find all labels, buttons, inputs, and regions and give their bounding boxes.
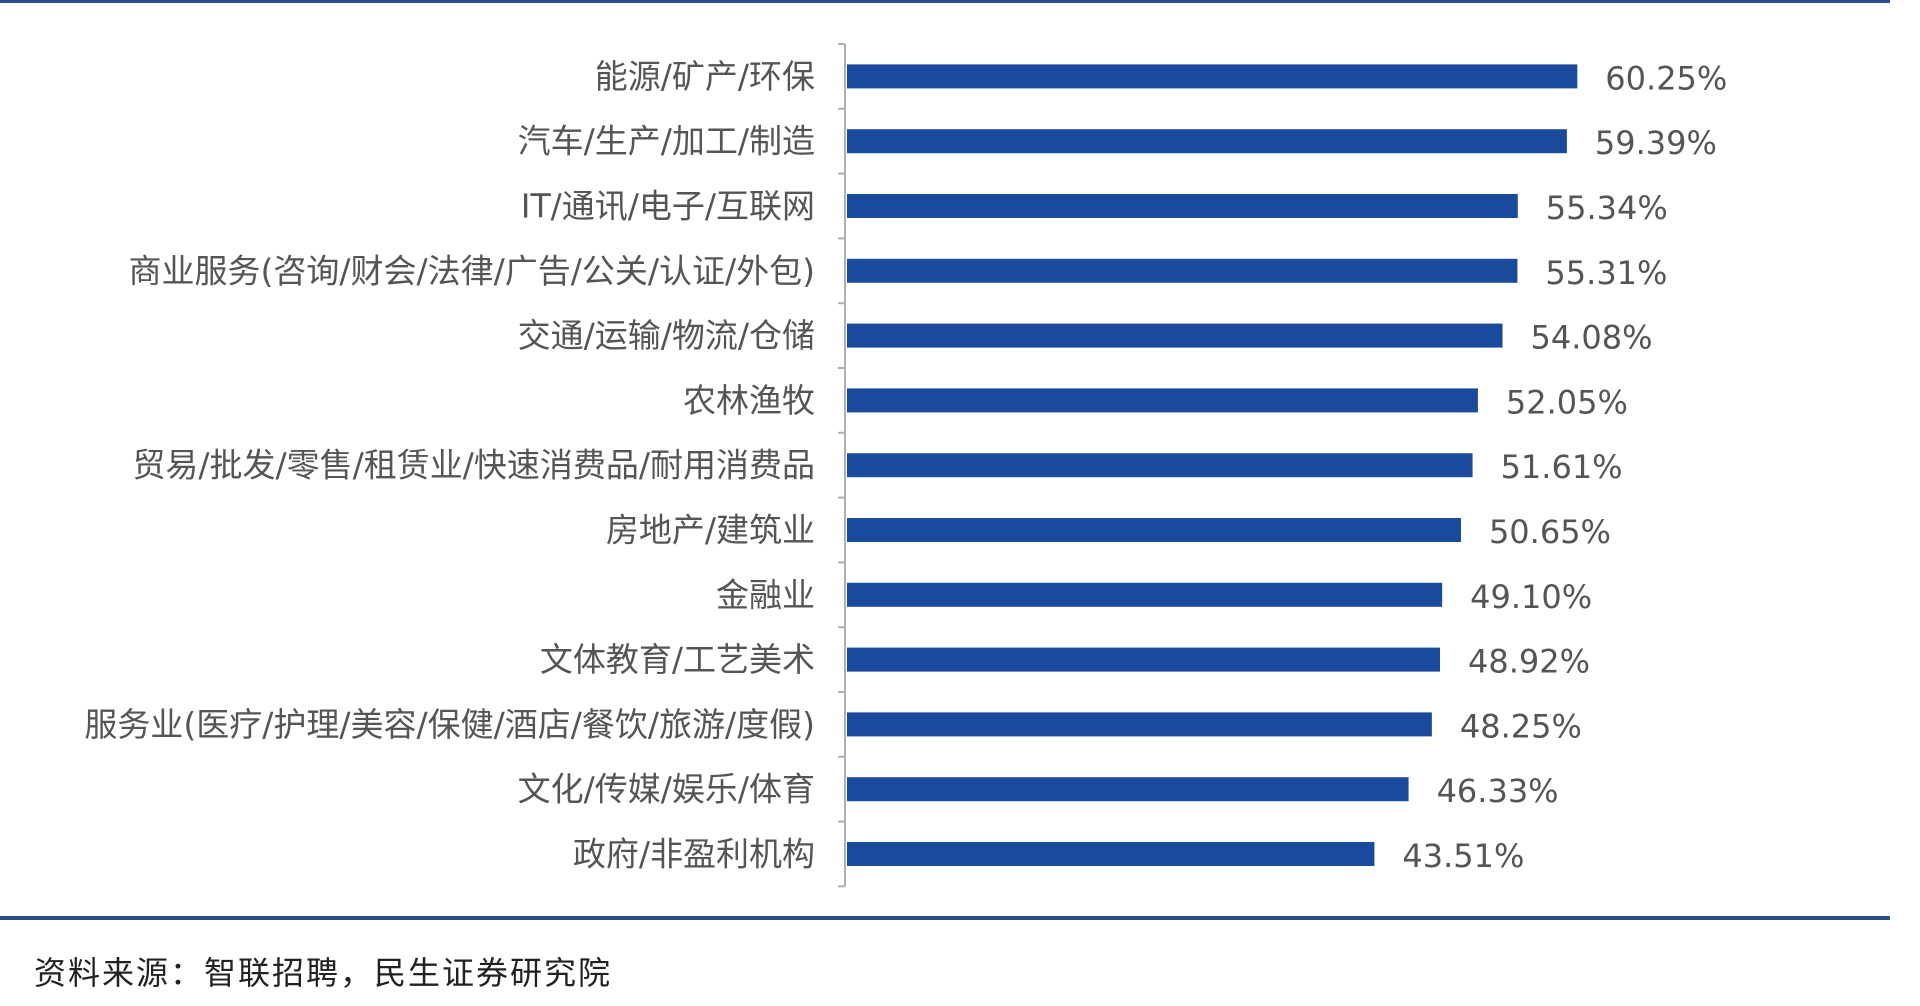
- bar: [847, 647, 1440, 672]
- data-label: 49.10%: [1470, 578, 1592, 616]
- category-label: 能源/矿产/环保: [595, 57, 815, 96]
- category-label: IT/通讯/电子/互联网: [521, 187, 815, 226]
- category-label: 农林渔牧: [683, 381, 815, 420]
- bar: [847, 712, 1432, 737]
- bar: [847, 518, 1461, 542]
- category-label: 商业服务(咨询/财会/法律/广告/公关/认证/外包): [129, 251, 815, 290]
- category-label: 政府/非盈利机构: [573, 835, 815, 874]
- data-label: 48.25%: [1460, 707, 1582, 745]
- source-note: 资料来源：智联招聘，民生证券研究院: [34, 954, 613, 992]
- data-label: 52.05%: [1506, 383, 1628, 421]
- axis-layer: [838, 43, 846, 888]
- bar: [847, 453, 1473, 478]
- category-label: 金融业: [716, 575, 815, 614]
- data-label: 55.34%: [1546, 189, 1668, 227]
- data-label: 48.92%: [1468, 643, 1590, 681]
- data-label: 46.33%: [1437, 772, 1559, 810]
- bar: [847, 64, 1578, 89]
- data-label: 60.25%: [1605, 59, 1727, 97]
- category-label: 交通/运输/物流/仓储: [518, 316, 815, 355]
- data-label: 55.31%: [1545, 254, 1667, 292]
- bar: [847, 258, 1518, 283]
- top-rule: [0, 0, 1890, 3]
- data-label: 54.08%: [1531, 319, 1653, 357]
- data-label: 50.65%: [1489, 513, 1611, 551]
- bar: [847, 582, 1443, 607]
- bars-layer: [847, 64, 1578, 866]
- bar: [847, 194, 1518, 218]
- category-label: 汽车/生产/加工/制造: [518, 122, 815, 161]
- value-labels: 60.25% 59.39% 55.34% 55.31% 54.08% 52.05% 51.6…: [1402, 59, 1727, 875]
- data-label: 51.61%: [1501, 448, 1623, 486]
- category-label: 文化/传媒/娱乐/体育: [518, 770, 815, 809]
- category-label: 贸易/批发/零售/租赁业/快速消费品/耐用消费品: [132, 446, 815, 485]
- data-label: 43.51%: [1402, 837, 1524, 875]
- bar: [847, 323, 1503, 348]
- bottom-rule: [0, 916, 1890, 920]
- bar: [847, 842, 1375, 866]
- category-label: 文体教育/工艺美术: [540, 640, 815, 679]
- category-label: 服务业(医疗/护理/美容/保健/酒店/餐饮/旅游/度假): [84, 705, 815, 744]
- bar: [847, 129, 1567, 154]
- bar: [847, 388, 1478, 413]
- bar: [847, 777, 1409, 802]
- data-label: 59.39%: [1595, 124, 1717, 162]
- category-label: 房地产/建筑业: [606, 511, 815, 550]
